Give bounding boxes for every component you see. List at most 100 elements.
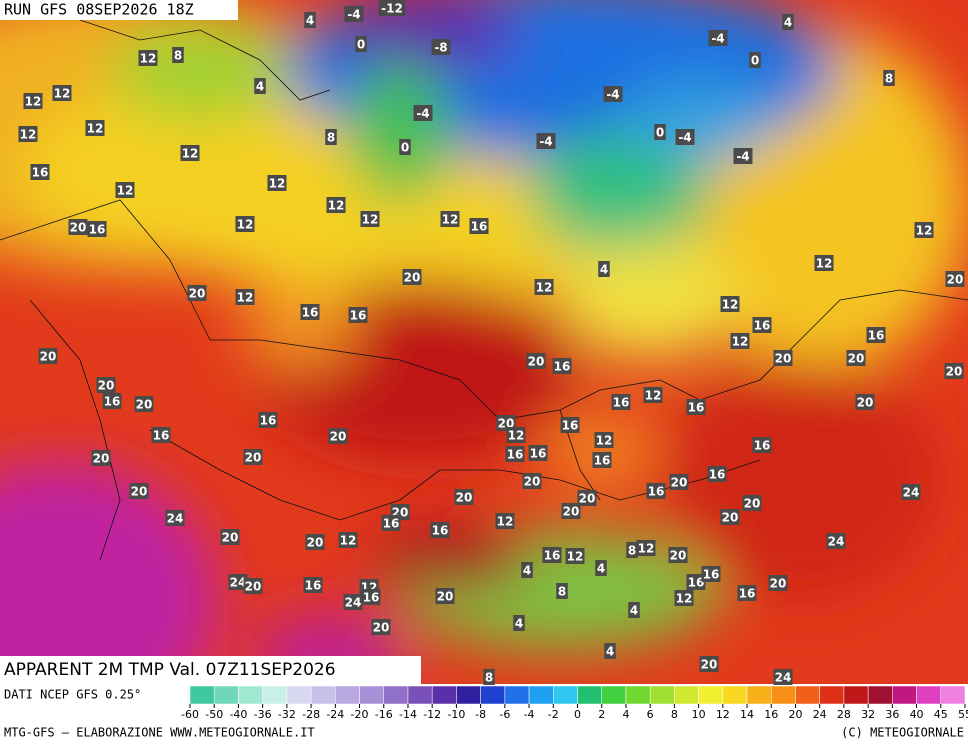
temperature-label: 20 [563,505,580,519]
label-box [151,427,171,443]
temperature-label: 20 [131,485,148,499]
temperature-label: 16 [530,447,547,461]
label-box [733,148,753,164]
temperature-label: 16 [562,419,579,433]
legend-swatch [601,685,627,705]
temperature-label: 12 [722,298,739,312]
label-box [30,164,50,180]
label-box [87,221,107,237]
temperature-label: 12 [816,257,833,271]
temperature-label: 16 [383,517,400,531]
label-box [752,437,772,453]
temperature-label: 12 [25,95,42,109]
temperature-label: 8 [558,585,566,599]
label-box [371,619,391,635]
legend-tick-label: 14 [740,708,754,721]
label-box [180,145,200,161]
legend-swatch [407,685,433,705]
legend-tick-label: 36 [885,708,899,721]
map-title: APPARENT 2M TMP Val. 07Z11SEP2026 [4,660,336,680]
legend-tick-label: -14 [399,708,417,721]
temperature-label: 8 [327,131,335,145]
temperature-label: 24 [828,535,845,549]
legend-swatch [674,685,699,705]
label-box [454,489,474,505]
legend-swatch [867,685,893,705]
legend-swatch [649,685,675,705]
temperature-label: 20 [579,492,596,506]
label-box [115,182,135,198]
temperature-label: 12 [54,87,71,101]
temperature-label: 16 [703,568,720,582]
temperature-label: -8 [434,41,447,55]
label-box [561,503,581,519]
label-box [595,560,607,576]
label-box [846,350,866,366]
temperature-label: 24 [345,596,362,610]
legend-tick-label: 32 [861,708,875,721]
temperature-label: 12 [645,389,662,403]
legend-tick-label: 2 [598,708,605,721]
temperature-label: 16 [471,220,488,234]
label-box [604,643,616,659]
temperature-label: 12 [638,542,655,556]
label-box [469,218,489,234]
legend-swatch [286,685,312,705]
temperature-label: 8 [174,49,182,63]
temperature-label: 24 [167,512,184,526]
label-box [399,139,411,155]
legend-tick-label: -24 [326,708,344,721]
label-box [328,428,348,444]
temperature-label: -4 [347,8,360,22]
label-box [361,589,381,605]
temperature-label: 20 [245,580,262,594]
label-box [594,432,614,448]
label-box [611,394,631,410]
label-box [305,534,325,550]
temperature-label: 16 [153,429,170,443]
legend-tick-label: 28 [837,708,851,721]
temperature-label: 0 [401,141,409,155]
label-box [901,484,921,500]
label-box [914,222,934,238]
label-box [267,175,287,191]
label-box [707,466,727,482]
temperature-label: 8 [628,544,636,558]
legend-swatch [553,685,578,705]
label-box [325,129,337,145]
label-box [360,211,380,227]
temperature-label: -4 [539,135,552,149]
label-box [675,129,695,145]
label-box [944,363,964,379]
label-box [96,377,116,393]
temperature-label: 8 [485,671,493,685]
temperature-label: 4 [600,263,608,277]
label-box [542,547,562,563]
legend-swatch [359,685,384,705]
label-box [720,296,740,312]
temperature-label: 20 [671,476,688,490]
header-box [0,0,238,20]
label-box [742,495,762,511]
legend-swatch [262,685,288,705]
label-box [431,39,451,55]
temperature-label: 12 [237,218,254,232]
label-box [378,0,406,16]
legend-swatch [795,685,820,705]
legend-swatch [213,685,239,705]
label-box [730,333,750,349]
label-box [521,562,533,578]
label-box [440,211,460,227]
temperature-label: 16 [688,401,705,415]
legend-swatch [722,685,748,705]
legend-tick-label: 40 [910,708,924,721]
legend-tick-label: 4 [622,708,629,721]
temperature-label: 16 [648,485,665,499]
label-box [338,532,358,548]
label-box [513,615,525,631]
temperature-label: 4 [515,617,523,631]
temperature-label: 12 [269,177,286,191]
temperature-label: 24 [903,486,920,500]
legend-tick-label: -6 [499,708,510,721]
